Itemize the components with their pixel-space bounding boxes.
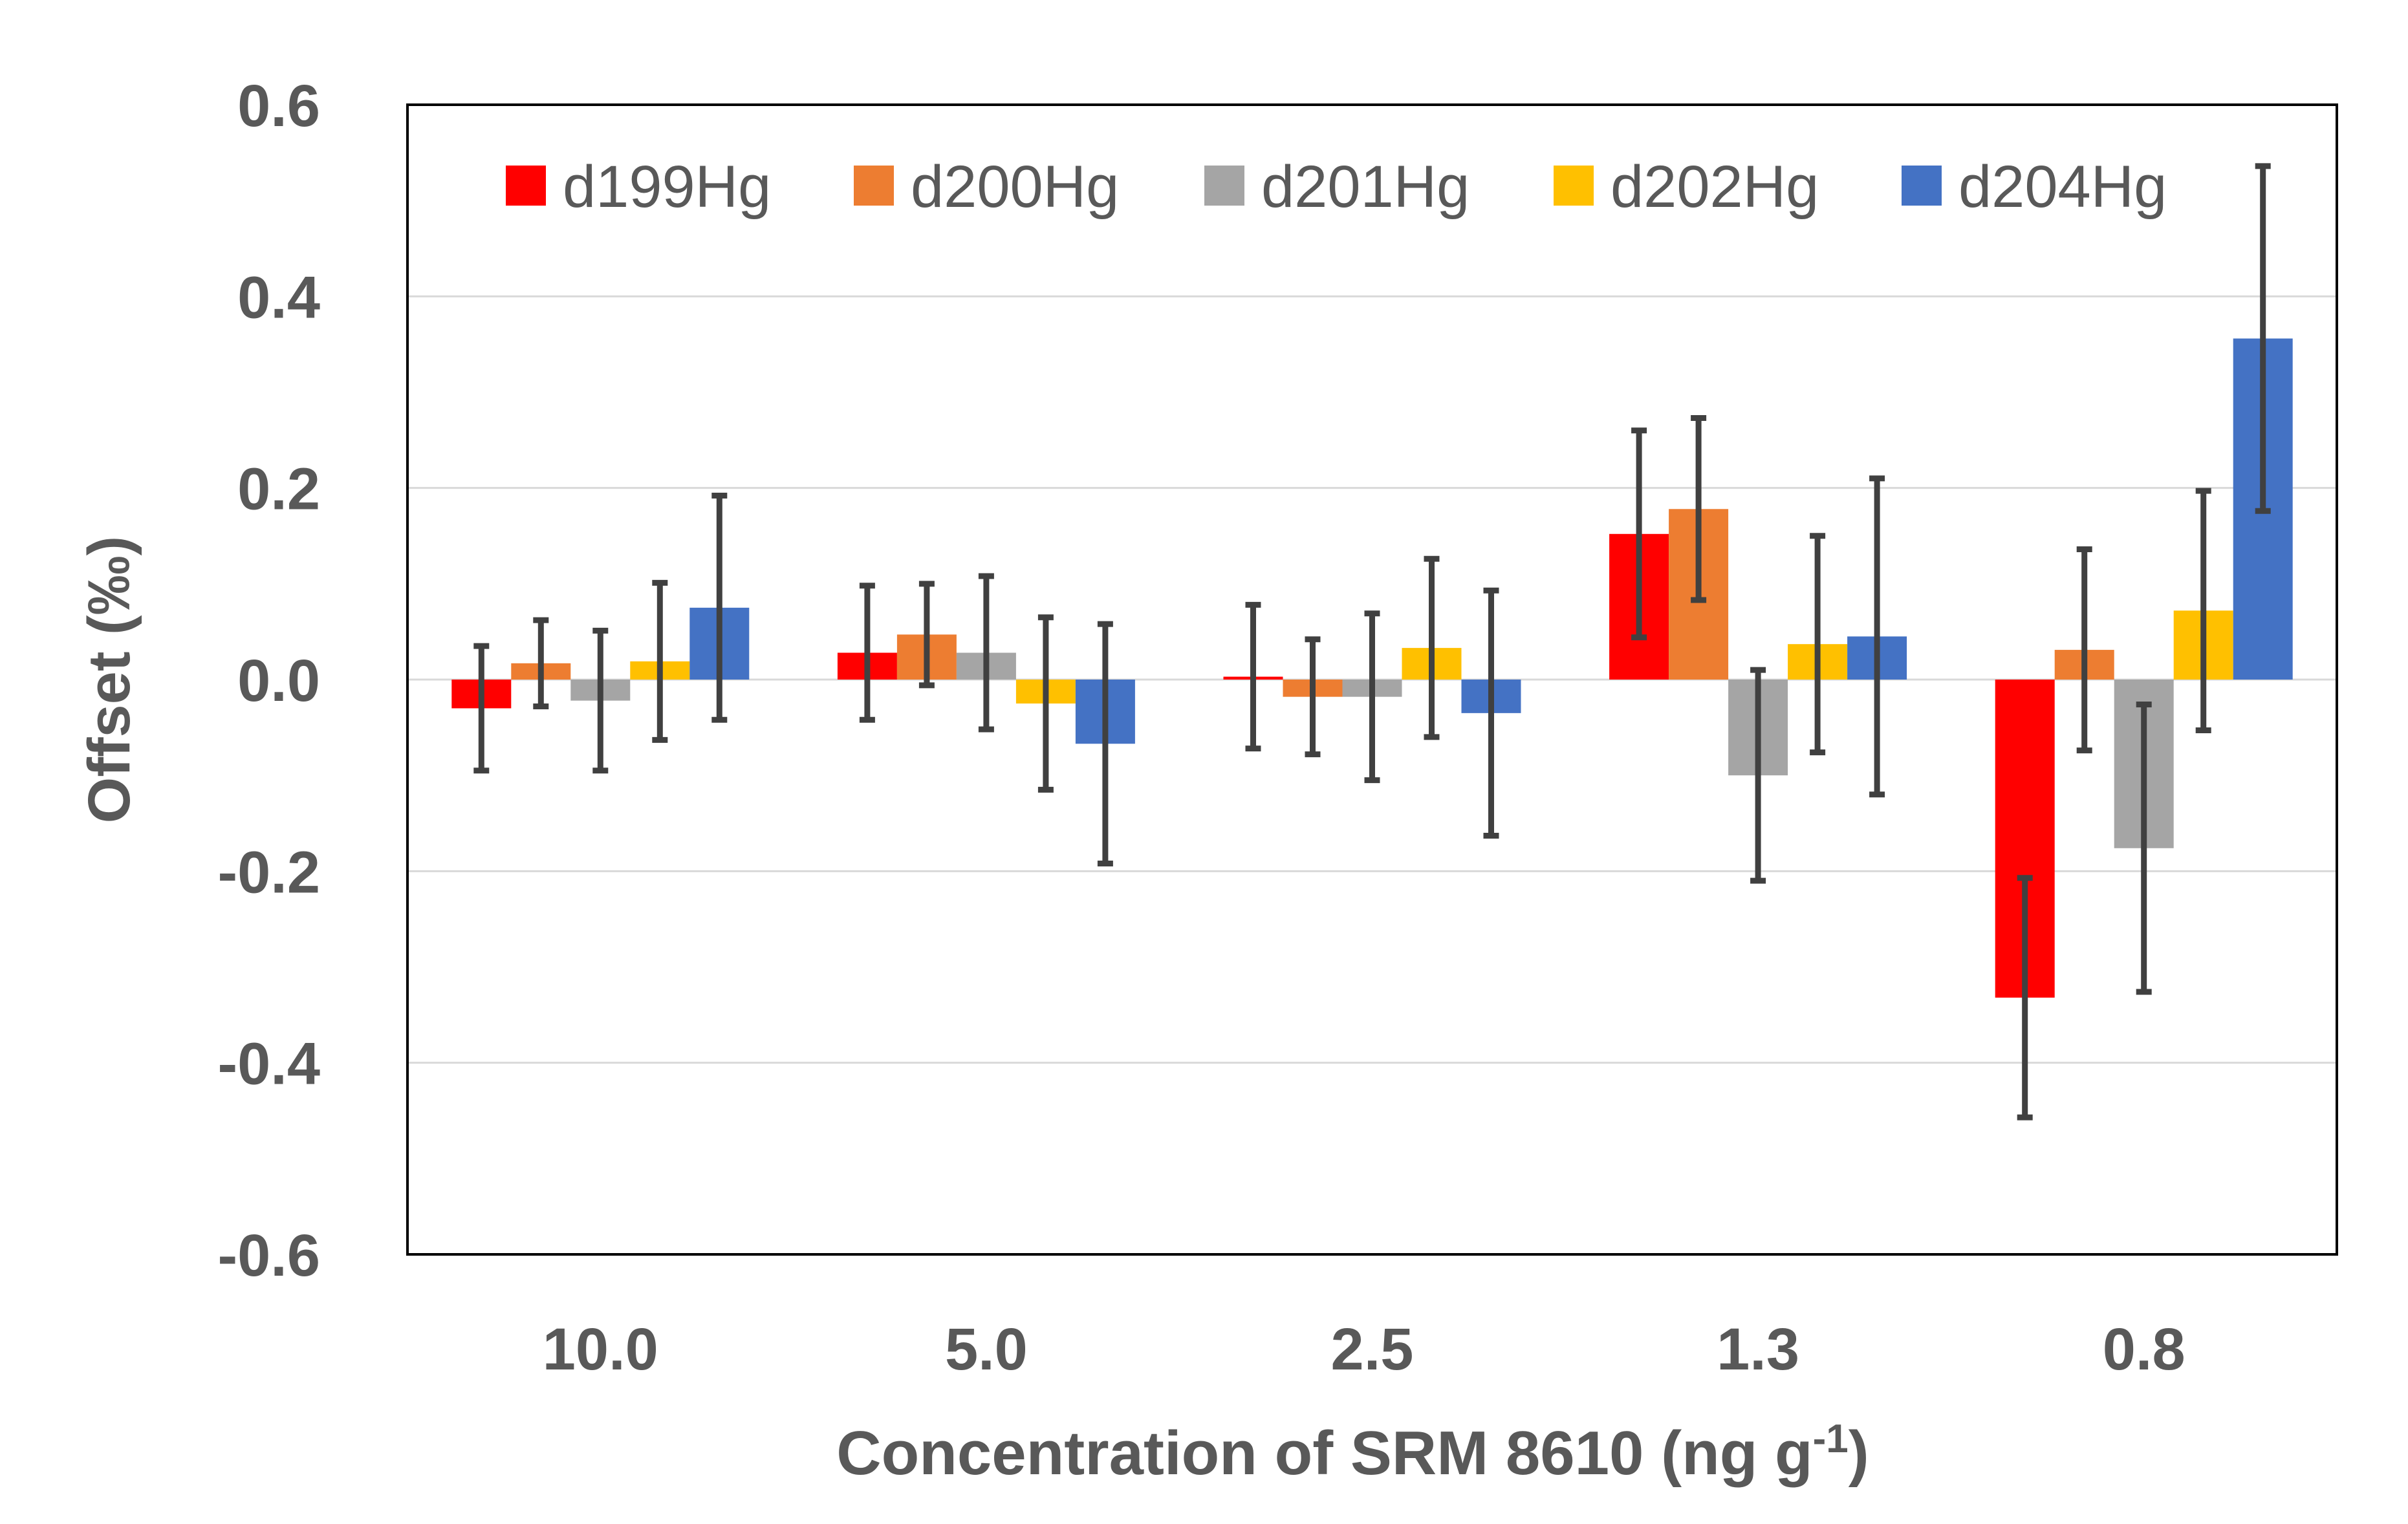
legend-label-d204Hg: d204Hg [1958, 154, 2167, 220]
legend-label-d199Hg: d199Hg [563, 154, 771, 220]
y-tick-label: -0.4 [217, 1031, 320, 1097]
y-axis-tick-labels: 0.6 0.4 0.2 0.0 -0.2 -0.4 -0.6 [217, 73, 320, 1289]
x-tick-label: 0.8 [2103, 1316, 2186, 1382]
y-tick-label: -0.2 [217, 839, 320, 905]
plot-area-frame [406, 103, 2338, 1256]
y-axis-title: Offset (‰) [76, 536, 142, 824]
x-tick-label: 10.0 [543, 1316, 658, 1382]
legend-swatch-d204Hg [1902, 166, 1942, 206]
x-axis-tick-labels: 10.0 5.0 2.5 1.3 0.8 [543, 1316, 2186, 1382]
legend-swatch-d199Hg [506, 166, 546, 206]
legend: d199Hg d200Hg d201Hg d202Hg d204Hg [506, 154, 2167, 220]
y-tick-label: 0.2 [237, 456, 320, 522]
legend-swatch-d200Hg [854, 166, 894, 206]
x-axis-title-main: Concentration of SRM 8610 (ng g [836, 1419, 1812, 1488]
legend-swatch-d201Hg [1204, 166, 1244, 206]
error-bars [473, 163, 2271, 1121]
legend-label-d201Hg: d201Hg [1261, 154, 1470, 220]
y-tick-label: 0.0 [237, 648, 320, 714]
y-tick-label: 0.6 [237, 73, 320, 139]
x-axis-title: Concentration of SRM 8610 (ng g-1) [836, 1417, 1869, 1488]
x-tick-label: 1.3 [1717, 1316, 1799, 1382]
x-tick-label: 2.5 [1331, 1316, 1414, 1382]
legend-swatch-d202Hg [1554, 166, 1594, 206]
x-axis-title-superscript: -1 [1813, 1417, 1849, 1461]
y-tick-label: -0.6 [217, 1223, 320, 1289]
legend-label-d200Hg: d200Hg [911, 154, 1119, 220]
legend-label-d202Hg: d202Hg [1611, 154, 1819, 220]
y-tick-label: 0.4 [237, 264, 320, 330]
x-axis-title-closing: ) [1849, 1419, 1869, 1488]
x-tick-label: 5.0 [945, 1316, 1028, 1382]
